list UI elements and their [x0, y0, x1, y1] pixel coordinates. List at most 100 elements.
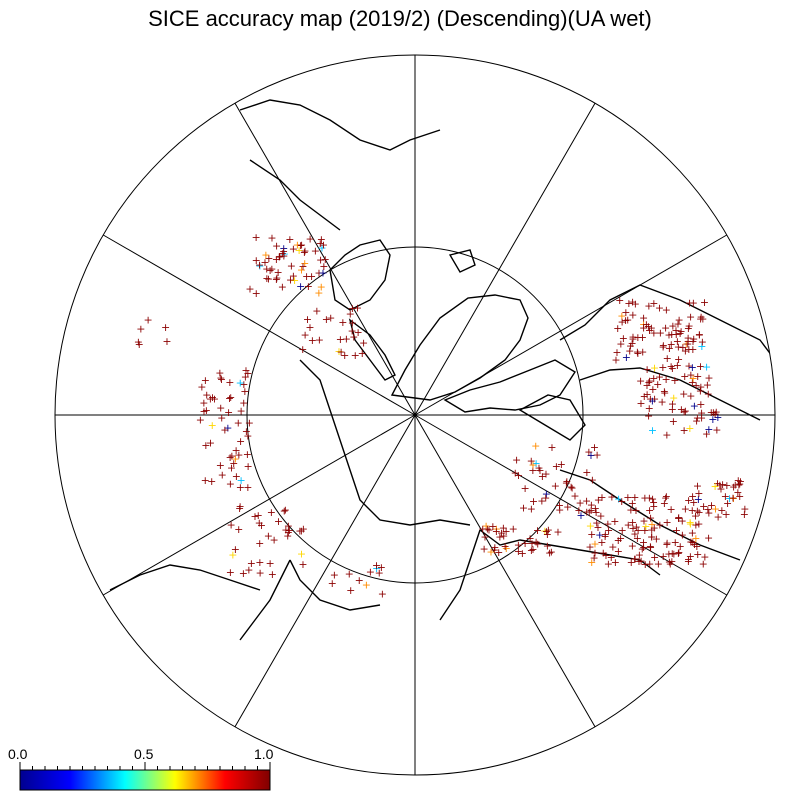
sice-marker: +	[669, 392, 678, 405]
sice-marker: +	[657, 396, 666, 409]
sice-marker: +	[623, 313, 632, 326]
sice-marker: +	[348, 317, 357, 330]
sice-marker: +	[161, 321, 170, 334]
sice-marker: +	[196, 414, 205, 427]
sice-marker: +	[135, 338, 144, 351]
sice-marker: +	[697, 411, 706, 424]
sice-marker: +	[553, 526, 562, 539]
sice-marker: +	[255, 258, 264, 271]
sice-marker: +	[255, 556, 264, 569]
sice-marker: +	[644, 320, 653, 333]
sice-marker: +	[671, 536, 680, 549]
sice-marker: +	[645, 375, 654, 388]
sice-marker: +	[585, 506, 594, 519]
sice-marker: +	[289, 242, 298, 255]
sice-marker: +	[641, 558, 650, 571]
sice-marker: +	[659, 339, 668, 352]
sice-marker: +	[300, 257, 309, 270]
sice-marker: +	[289, 269, 298, 282]
sice-marker: +	[615, 294, 624, 307]
sice-marker: +	[528, 464, 537, 477]
sice-marker: +	[636, 397, 645, 410]
sice-marker: +	[673, 359, 682, 372]
sice-marker: +	[241, 370, 250, 383]
sice-marker: +	[736, 475, 745, 488]
meridian-line	[102, 234, 416, 416]
sice-marker: +	[534, 462, 543, 475]
sice-marker: +	[269, 533, 278, 546]
sice-marker: +	[587, 498, 596, 511]
sice-marker: +	[555, 504, 564, 517]
sice-marker: +	[704, 388, 713, 401]
sice-marker: +	[688, 361, 697, 374]
sice-marker: +	[655, 301, 664, 314]
sice-marker: +	[375, 566, 384, 579]
sice-marker: +	[694, 506, 703, 519]
sice-marker: +	[197, 380, 206, 393]
sice-marker: +	[544, 524, 553, 537]
sice-marker: +	[317, 281, 326, 294]
sice-marker: +	[728, 492, 737, 505]
sice-marker: +	[264, 273, 273, 286]
sice-marker: +	[700, 550, 709, 563]
sice-marker: +	[302, 270, 311, 283]
sice-marker: +	[686, 311, 695, 324]
sice-marker: +	[520, 482, 529, 495]
sice-marker: +	[614, 545, 623, 558]
sice-marker: +	[305, 233, 314, 246]
sice-marker: +	[543, 540, 552, 553]
sice-marker: +	[358, 347, 367, 360]
sice-marker: +	[681, 404, 690, 417]
sice-marker: +	[627, 337, 636, 350]
sice-marker: +	[286, 273, 295, 286]
sice-marker: +	[691, 518, 700, 531]
sice-marker: +	[628, 332, 637, 345]
sice-marker: +	[685, 297, 694, 310]
sice-marker: +	[283, 530, 292, 543]
sice-marker: +	[645, 324, 654, 337]
sice-marker: +	[562, 477, 571, 490]
colorbar	[19, 769, 271, 791]
coastline-novaya-zemlya	[348, 318, 396, 381]
sice-marker: +	[661, 492, 670, 505]
coastline-east-asia	[109, 564, 261, 591]
sice-marker: +	[666, 503, 675, 516]
sice-marker: +	[658, 341, 667, 354]
sice-marker: +	[541, 467, 550, 480]
sice-marker: +	[660, 385, 669, 398]
sice-marker: +	[227, 462, 236, 475]
sice-marker: +	[639, 536, 648, 549]
sice-marker: +	[345, 568, 354, 581]
sice-marker: +	[543, 528, 552, 541]
sice-marker: +	[716, 482, 725, 495]
sice-marker: +	[626, 503, 635, 516]
sice-marker: +	[257, 519, 266, 532]
sice-marker: +	[243, 481, 252, 494]
sice-marker: +	[686, 536, 695, 549]
sice-marker: +	[674, 511, 683, 524]
sice-marker: +	[575, 497, 584, 510]
sice-marker: +	[300, 328, 309, 341]
sice-marker: +	[206, 393, 215, 406]
sice-marker: +	[664, 547, 673, 560]
coastline-siberia	[289, 359, 471, 611]
sice-marker: +	[275, 250, 284, 263]
sice-marker: +	[731, 479, 740, 492]
sice-marker: +	[315, 333, 324, 346]
sice-marker: +	[729, 481, 738, 494]
sice-markers: ++ + +++++ +++++++++++ +++ ++++++++++++++++++…	[134, 231, 750, 601]
sice-marker: +	[672, 328, 681, 341]
sice-marker: +	[502, 542, 511, 555]
sice-marker: +	[280, 504, 289, 517]
sice-marker: +	[723, 497, 732, 510]
sice-marker: +	[279, 245, 288, 258]
sice-marker: +	[648, 492, 657, 505]
sice-marker: +	[264, 530, 273, 543]
sice-marker: +	[216, 371, 225, 384]
sice-marker: +	[688, 490, 697, 503]
sice-marker: +	[298, 260, 307, 273]
sice-marker: +	[594, 493, 603, 506]
sice-marker: +	[673, 317, 682, 330]
sice-marker: +	[231, 453, 240, 466]
sice-marker: +	[684, 320, 693, 333]
